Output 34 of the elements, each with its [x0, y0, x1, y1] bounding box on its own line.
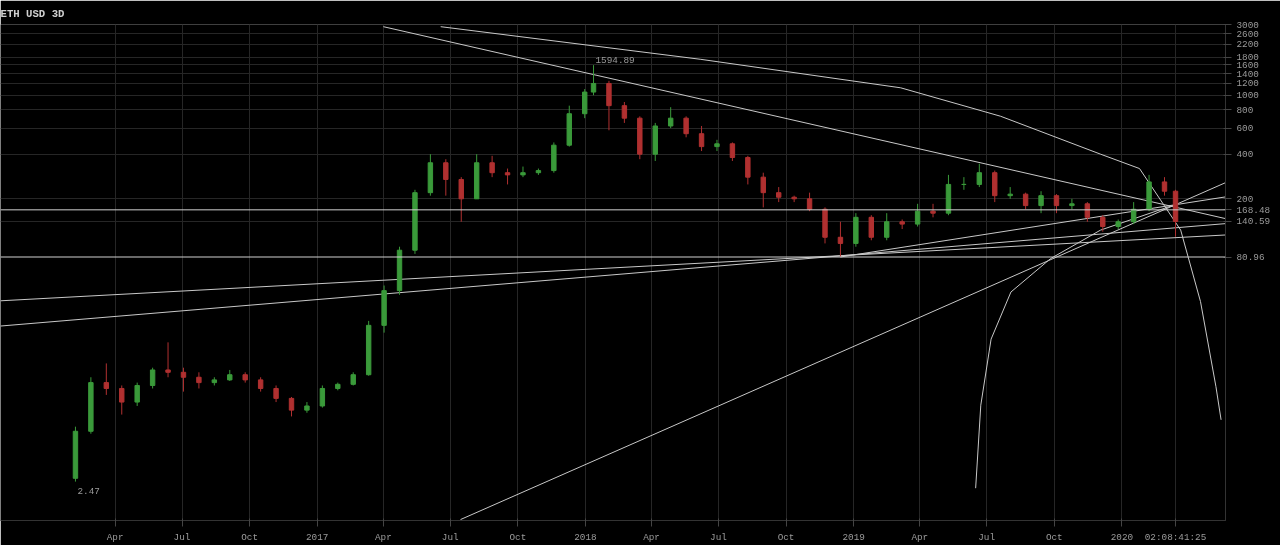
x-tick-label: 2018 [574, 531, 597, 543]
x-tick-label: 2020 [1110, 531, 1134, 543]
chart-title: ETH USD 3D [0, 7, 65, 20]
x-tick-label: Jul [441, 531, 460, 543]
y-tick-label: 140.59 [1236, 216, 1271, 228]
y-tick-label: 600 [1236, 123, 1254, 135]
x-tick-label: Apr [374, 531, 392, 543]
x-tick-label: Oct [777, 531, 795, 543]
x-tick-label: 02:08:41:25 [1144, 531, 1207, 543]
annotation: 1594.89 [595, 55, 635, 67]
y-tick-label: 3000 [1236, 19, 1260, 31]
x-tick-label: Apr [106, 531, 124, 543]
y-tick-label: 400 [1236, 149, 1254, 161]
x-tick-label: Jul [173, 531, 191, 543]
x-tick-label: Oct [241, 531, 259, 543]
ref-line-label: 80.96 [1236, 252, 1265, 264]
ref-line-label: 168.48 [1236, 204, 1271, 216]
x-tick-label: 2017 [306, 531, 329, 543]
x-tick-label: 2019 [842, 531, 865, 543]
annotation: 2.47 [77, 485, 100, 497]
x-tick-label: Jul [710, 531, 728, 543]
x-tick-label: Jul [978, 531, 996, 543]
y-tick-label: 1600 [1236, 59, 1260, 71]
y-tick-label: 1200 [1236, 78, 1260, 90]
y-tick-label: 1000 [1236, 90, 1260, 102]
y-tick-label: 2600 [1236, 28, 1260, 40]
x-tick-label: Oct [509, 531, 527, 543]
y-tick-label: 200 [1236, 193, 1254, 205]
x-tick-label: Apr [643, 531, 660, 543]
x-tick-label: Apr [911, 531, 929, 543]
y-tick-label: 800 [1236, 104, 1254, 116]
x-tick-label: Oct [1045, 531, 1063, 543]
y-tick-label: 2200 [1236, 39, 1260, 51]
y-tick-label: 1400 [1236, 68, 1260, 80]
